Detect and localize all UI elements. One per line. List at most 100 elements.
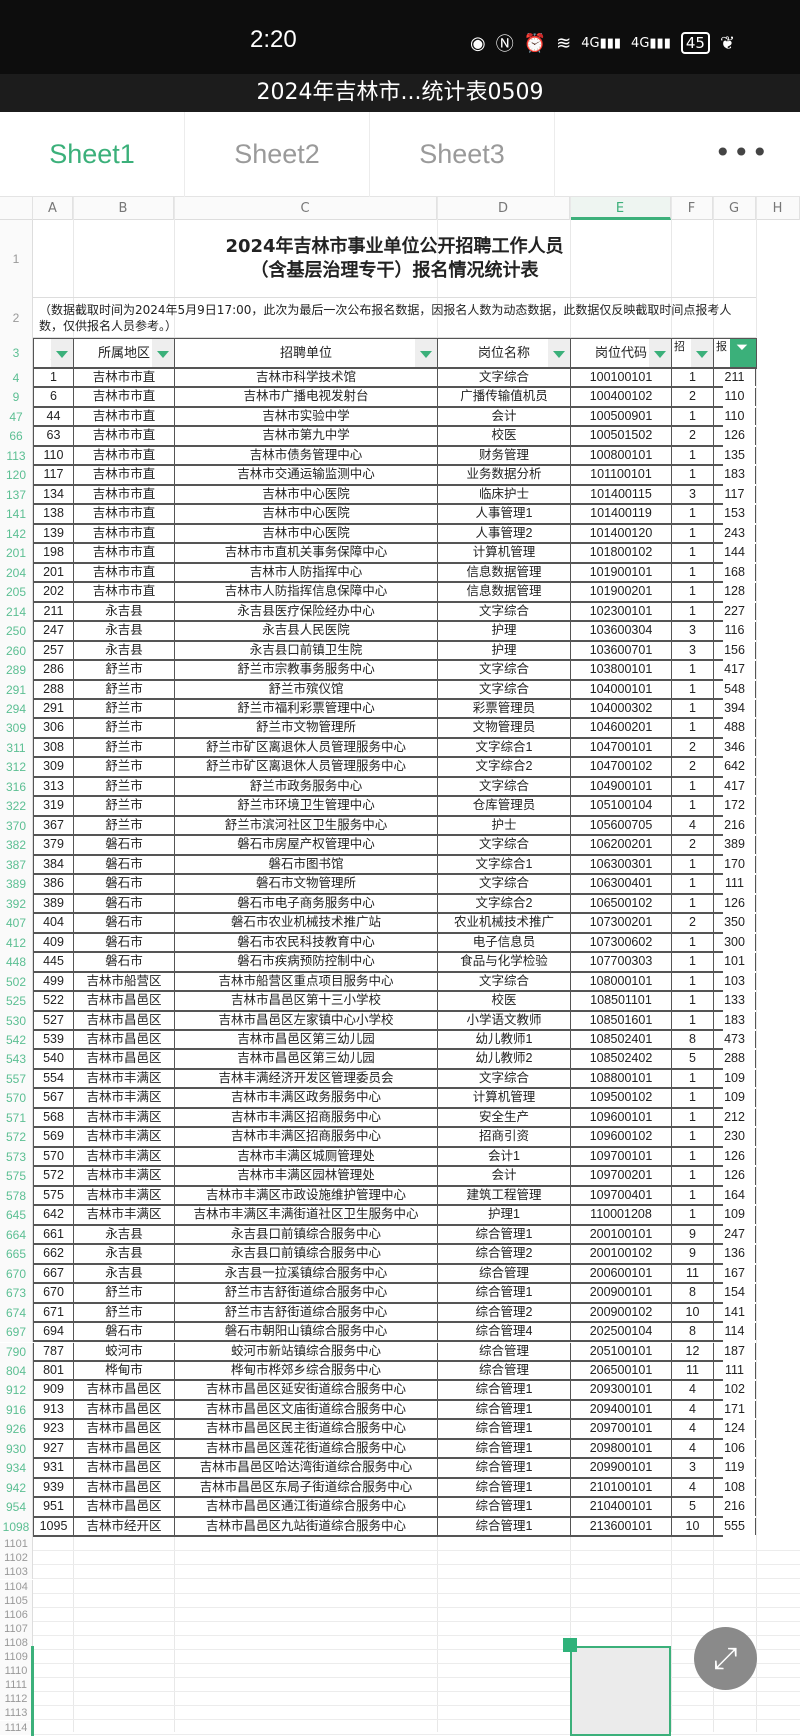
cell-position[interactable]: 综合管理4 [437, 1323, 570, 1341]
row-header[interactable]: 665 [0, 1245, 33, 1265]
empty-row[interactable] [33, 1551, 800, 1566]
cell-applicants[interactable]: 141 [713, 1303, 756, 1322]
cell-position[interactable]: 校医 [437, 427, 570, 445]
cell-seq[interactable]: 288 [33, 680, 73, 698]
cell-seq[interactable]: 202 [33, 583, 73, 601]
cell-region[interactable]: 吉林市市直 [73, 544, 174, 562]
cell-unit[interactable]: 吉林市实验中学 [174, 407, 437, 426]
cell-position[interactable]: 文字综合 [437, 875, 570, 893]
cell-seq[interactable]: 379 [33, 836, 73, 854]
cell-unit[interactable]: 永吉县医疗保险经办中心 [174, 602, 437, 621]
cell-unit[interactable]: 吉林市昌邑区通江街道综合服务中心 [174, 1498, 437, 1516]
cell-position[interactable]: 综合管理1 [437, 1459, 570, 1477]
cell-code[interactable]: 104900101 [570, 777, 671, 796]
cell-quota[interactable]: 1 [671, 1069, 713, 1088]
cell-applicants[interactable]: 346 [713, 738, 756, 757]
cell-region[interactable]: 吉林市昌邑区 [73, 1030, 174, 1049]
cell-position[interactable]: 幼儿教师1 [437, 1030, 570, 1049]
cell-code[interactable]: 210400101 [570, 1498, 671, 1516]
row-header[interactable]: 1102 [0, 1551, 33, 1566]
cell-applicants[interactable]: 164 [713, 1186, 756, 1205]
cell-position[interactable]: 文字综合1 [437, 855, 570, 874]
cell-code[interactable]: 209800101 [570, 1439, 671, 1458]
cell-quota[interactable]: 1 [671, 661, 713, 679]
cell-code[interactable]: 108000101 [570, 972, 671, 991]
cell-applicants[interactable]: 144 [713, 544, 756, 562]
row-header[interactable]: 557 [0, 1069, 33, 1090]
cell-code[interactable]: 103600701 [570, 641, 671, 660]
cell-unit[interactable]: 吉林市昌邑区左家镇中心小学校 [174, 1011, 437, 1029]
row-header[interactable]: 804 [0, 1361, 33, 1382]
cell-unit[interactable]: 舒兰市福利彩票管理中心 [174, 699, 437, 718]
cell-applicants[interactable]: 167 [713, 1264, 756, 1283]
cell-region[interactable]: 永吉县 [73, 1225, 174, 1244]
cell-quota[interactable]: 12 [671, 1342, 713, 1360]
cell-region[interactable]: 吉林市昌邑区 [73, 1420, 174, 1438]
cell-applicants[interactable]: 555 [713, 1517, 756, 1536]
cell-position[interactable]: 综合管理2 [437, 1245, 570, 1263]
cell-region[interactable]: 磐石市 [73, 836, 174, 854]
cell-seq[interactable]: 522 [33, 992, 73, 1010]
empty-row[interactable] [33, 1721, 800, 1735]
cell-region[interactable]: 吉林市昌邑区 [73, 1011, 174, 1029]
cell-code[interactable]: 100100101 [570, 369, 671, 387]
cell-region[interactable]: 永吉县 [73, 641, 174, 660]
cell-unit[interactable]: 吉林市交通运输监测中心 [174, 466, 437, 484]
cell-region[interactable]: 吉林市经开区 [73, 1517, 174, 1536]
cell-region[interactable]: 磐石市 [73, 1323, 174, 1341]
cell-unit[interactable]: 吉林市广播电视发射台 [174, 388, 437, 406]
cell-unit[interactable]: 吉林市中心医院 [174, 524, 437, 543]
cell-position[interactable]: 会计 [437, 1167, 570, 1185]
cell-quota[interactable]: 1 [671, 583, 713, 601]
cell-seq[interactable]: 313 [33, 777, 73, 796]
cell-region[interactable]: 吉林市市直 [73, 407, 174, 426]
cell-region[interactable]: 永吉县 [73, 602, 174, 621]
cell-region[interactable]: 吉林市市直 [73, 485, 174, 504]
row-header[interactable]: 1109 [0, 1650, 33, 1665]
cell-unit[interactable]: 吉林丰满经济开发区管理委员会 [174, 1069, 437, 1088]
cell-unit[interactable]: 磐石市疾病预防控制中心 [174, 953, 437, 971]
cell-quota[interactable]: 11 [671, 1361, 713, 1380]
corner-cell[interactable] [0, 197, 33, 220]
cell-selection[interactable] [570, 1646, 671, 1736]
row-header[interactable]: 214 [0, 602, 33, 623]
row-header[interactable]: 645 [0, 1206, 33, 1226]
cell-seq[interactable]: 787 [33, 1342, 73, 1360]
cell-position[interactable]: 文字综合 [437, 602, 570, 621]
cell-applicants[interactable]: 136 [713, 1245, 756, 1263]
sheet-note[interactable]: （数据截取时间为2024年5月9日17:00，此次为最后一次公布报名数据，因报名… [33, 298, 756, 338]
cell-position[interactable]: 安全生产 [437, 1108, 570, 1127]
cell-position[interactable]: 护士 [437, 816, 570, 835]
row-header[interactable]: 530 [0, 1011, 33, 1031]
cell-seq[interactable]: 572 [33, 1167, 73, 1185]
cell-region[interactable]: 吉林市市直 [73, 427, 174, 445]
cell-applicants[interactable]: 417 [713, 777, 756, 796]
header-code[interactable]: 岗位代码 [570, 338, 672, 369]
cell-quota[interactable]: 2 [671, 738, 713, 757]
cell-applicants[interactable]: 126 [713, 1147, 756, 1166]
cell-region[interactable]: 磐石市 [73, 953, 174, 971]
cell-region[interactable]: 吉林市昌邑区 [73, 1050, 174, 1068]
cell-unit[interactable]: 舒兰市吉舒街道综合服务中心 [174, 1284, 437, 1302]
cell-quota[interactable]: 1 [671, 602, 713, 621]
cell-unit[interactable]: 吉林市债务管理中心 [174, 446, 437, 465]
cell-applicants[interactable]: 103 [713, 972, 756, 991]
cell-region[interactable]: 吉林市市直 [73, 524, 174, 543]
cell-position[interactable]: 招商引资 [437, 1128, 570, 1146]
cell-unit[interactable]: 磐石市农民科技教育中心 [174, 933, 437, 952]
cell-applicants[interactable]: 109 [713, 1069, 756, 1088]
cell-seq[interactable]: 527 [33, 1011, 73, 1029]
cell-code[interactable]: 102300101 [570, 602, 671, 621]
cell-applicants[interactable]: 243 [713, 524, 756, 543]
cell-quota[interactable]: 4 [671, 816, 713, 835]
cell-quota[interactable]: 1 [671, 719, 713, 737]
column-header-e[interactable]: E [570, 197, 671, 220]
cell-applicants[interactable]: 172 [713, 797, 756, 815]
cell-unit[interactable]: 吉林市丰满区城厕管理处 [174, 1147, 437, 1166]
cell-quota[interactable]: 1 [671, 933, 713, 952]
cell-seq[interactable]: 110 [33, 446, 73, 465]
cell-seq[interactable]: 662 [33, 1245, 73, 1263]
row-header[interactable]: 1104 [0, 1579, 33, 1594]
cell-code[interactable]: 109700101 [570, 1147, 671, 1166]
header-quota[interactable]: 招 [671, 338, 714, 369]
